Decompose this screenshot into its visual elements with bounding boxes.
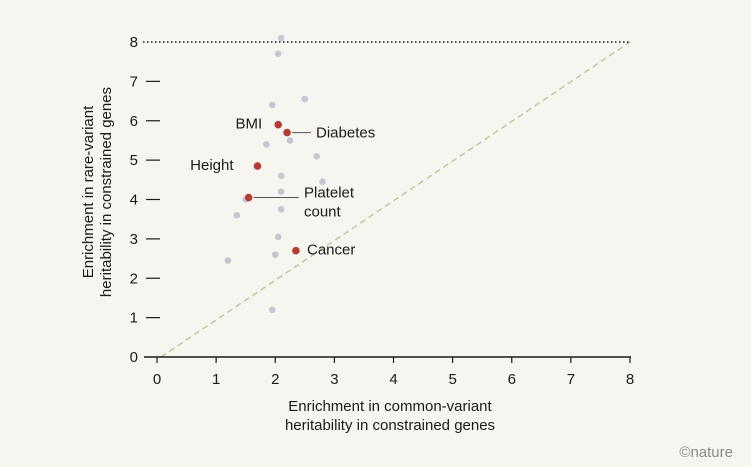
point-grey-9 (319, 178, 326, 186)
x-axis-title-line-2: heritability in constrained genes (285, 417, 495, 434)
x-tick-label-5: 5 (448, 371, 456, 388)
point-grey-8 (277, 172, 285, 180)
label-bmi: BMI (236, 116, 263, 133)
point-grey-14 (274, 233, 282, 241)
point-diabetes (283, 128, 291, 137)
x-axis-title-line-1: Enrichment in common-variant (288, 398, 492, 415)
axes: 0 1 2 3 4 5 6 7 8 0 1 2 3 4 5 6 7 8 (130, 34, 635, 388)
label-platelet-line-1: Platelet (304, 185, 355, 202)
point-grey-17 (268, 306, 276, 314)
x-tick-label-2: 2 (271, 371, 279, 388)
y-tick-label-6: 6 (130, 113, 138, 130)
y-axis-title-line-1: Enrichment in rare-variant (80, 105, 97, 278)
y-axis-title-line-2: heritability in constrained genes (98, 87, 115, 297)
data-points (224, 34, 326, 314)
label-diabetes: Diabetes (316, 125, 375, 142)
label-height: Height (190, 157, 234, 174)
point-grey-4 (301, 95, 309, 103)
x-tick-label-6: 6 (508, 371, 516, 388)
point-grey-10 (277, 188, 285, 195)
point-grey-3 (268, 101, 276, 109)
point-height (253, 162, 262, 170)
x-tick-label-7: 7 (567, 371, 575, 388)
label-cancer: Cancer (307, 242, 355, 259)
y-tick-label-2: 2 (130, 270, 138, 287)
annotations: BMI Diabetes Height Platelet count Cancer (190, 116, 375, 259)
point-grey-13 (233, 211, 241, 219)
label-platelet-line-2: count (304, 204, 342, 221)
x-tick-label-8: 8 (626, 371, 634, 388)
point-platelet-count (244, 193, 253, 202)
x-tick-label-0: 0 (153, 371, 161, 388)
point-grey-2 (274, 50, 282, 58)
y-tick-label-7: 7 (130, 73, 138, 90)
x-tick-label-3: 3 (330, 371, 338, 388)
point-grey-12 (277, 206, 285, 213)
y-axis-title: Enrichment in rare-variant heritability … (80, 87, 115, 297)
point-grey-5 (286, 137, 294, 144)
point-bmi (274, 120, 283, 129)
point-grey-15 (271, 251, 279, 258)
y-tick-label-8: 8 (130, 34, 138, 51)
y-tick-label-5: 5 (130, 152, 138, 169)
x-tick-label-1: 1 (212, 371, 220, 388)
point-grey-16 (224, 257, 232, 264)
point-grey-6 (263, 141, 270, 148)
point-cancer (292, 246, 300, 255)
x-tick-label-4: 4 (389, 371, 397, 388)
y-tick-label-1: 1 (130, 310, 138, 327)
reference-lines (143, 41, 631, 358)
point-grey-1 (277, 34, 285, 42)
diagonal-reference-line (160, 41, 631, 358)
y-tick-label-3: 3 (130, 231, 138, 248)
y-tick-label-4: 4 (130, 192, 138, 209)
y-tick-label-0: 0 (130, 349, 138, 366)
nature-credit: ©nature (679, 444, 733, 461)
point-grey-7 (313, 152, 320, 160)
